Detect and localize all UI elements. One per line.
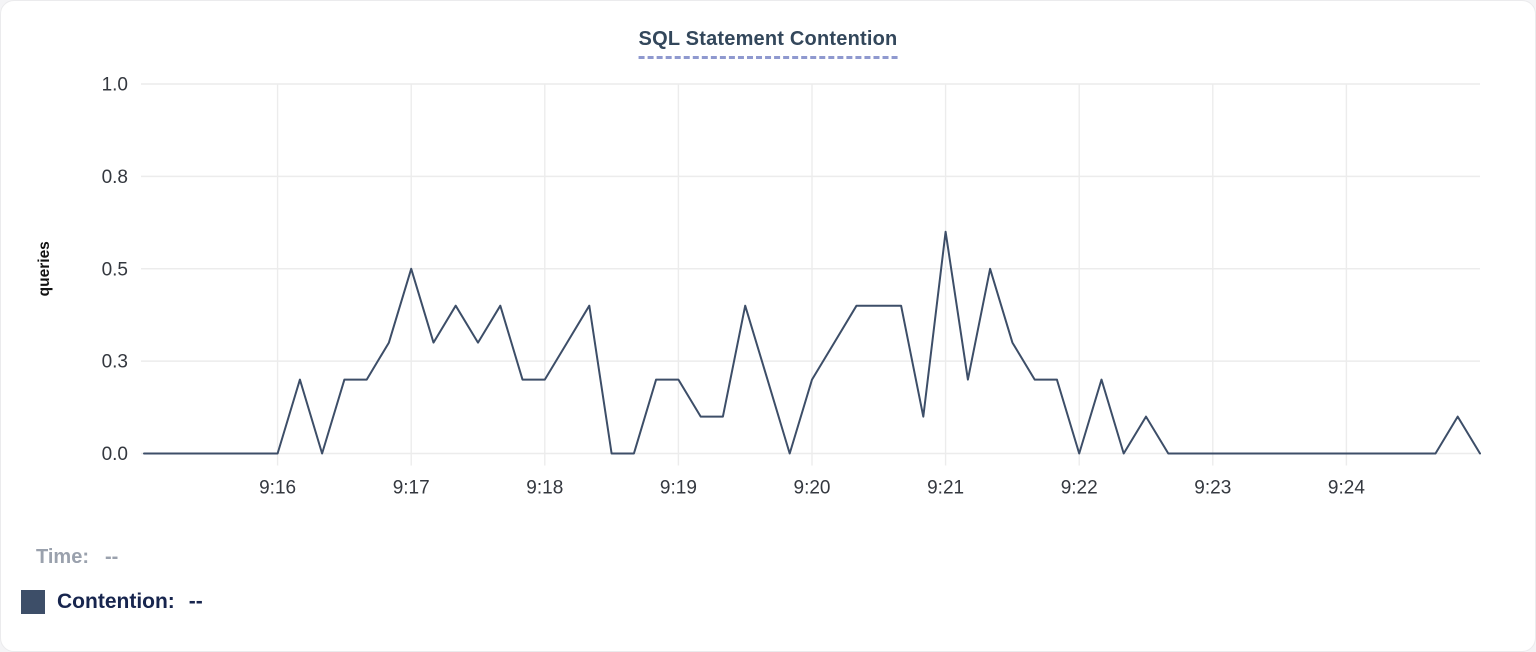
chart-title[interactable]: SQL Statement Contention: [638, 28, 898, 59]
x-tick-label: 9:21: [927, 478, 964, 499]
x-tick-label: 9:17: [393, 478, 430, 499]
time-readout-label: Time:: [36, 546, 89, 568]
x-tick-label: 9:24: [1328, 478, 1365, 499]
contention-chart-svg: 0.0 0.3 0.5 0.8 1.0 9:16 9:17 9:18 9:19 9:20 9:21 9…: [36, 75, 1481, 499]
x-tick-label: 9:19: [660, 478, 697, 499]
contention-line-series: [143, 230, 1481, 455]
time-readout-value: --: [104, 546, 119, 568]
time-readout: Time: --: [36, 546, 118, 569]
y-tick-label: 0.0: [102, 444, 128, 465]
x-tick-label: 9:20: [794, 478, 831, 499]
y-tick-label: 0.8: [102, 167, 128, 188]
x-tick-label: 9:23: [1194, 478, 1231, 499]
contention-series-swatch: [21, 590, 45, 614]
x-tick-label: 9:22: [1061, 478, 1098, 499]
contention-series-value: --: [188, 590, 203, 613]
y-tick-label: 0.5: [102, 259, 128, 280]
contention-series-label: Contention:: [57, 590, 175, 613]
y-tick-label: 0.3: [102, 352, 128, 373]
legend-item-contention[interactable]: Contention: --: [21, 590, 203, 614]
y-tick-label: 1.0: [102, 75, 128, 96]
y-axis-label: queries: [36, 241, 53, 296]
x-tick-label: 9:16: [259, 478, 296, 499]
x-tick-label: 9:18: [526, 478, 563, 499]
